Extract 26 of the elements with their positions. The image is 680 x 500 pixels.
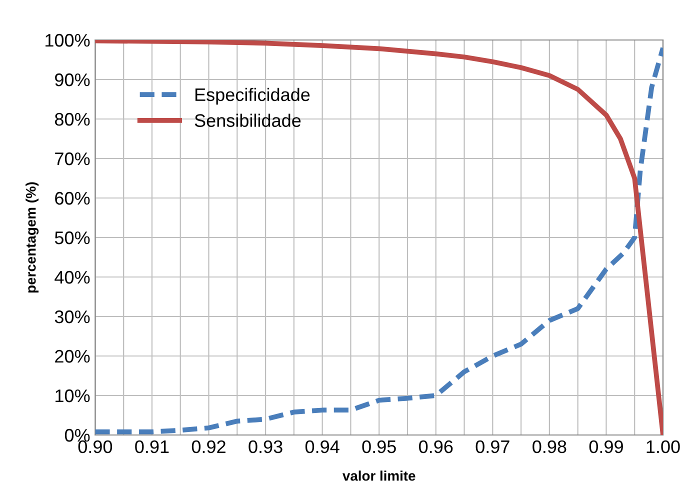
x-tick-label: 0.99 (589, 440, 623, 454)
y-tick-label: 60% (55, 192, 90, 205)
x-tick-label: 0.95 (362, 440, 396, 454)
legend-label: Sensibilidade (194, 114, 301, 127)
x-axis-title: valor limite (342, 470, 416, 481)
x-tick-label: 0.91 (135, 440, 169, 454)
x-tick-label: 1.00 (646, 440, 680, 454)
y-tick-label: 0% (64, 428, 90, 442)
y-tick-label: 90% (55, 73, 90, 86)
x-tick-label: 0.96 (419, 440, 453, 454)
y-tick-label: 100% (46, 34, 90, 47)
y-tick-label: 10% (56, 389, 90, 402)
x-tick-label: 0.98 (532, 440, 566, 454)
y-tick-label: 20% (55, 350, 90, 363)
y-tick-label: 50% (54, 231, 90, 244)
x-tick-label: 0.90 (78, 440, 112, 454)
x-tick-label: 0.92 (192, 440, 226, 454)
y-tick-label: 80% (54, 112, 90, 126)
x-tick-label: 0.94 (305, 440, 340, 454)
y-tick-label: 30% (54, 310, 90, 324)
x-tick-label: 0.97 (476, 440, 510, 454)
y-tick-label: 40% (54, 270, 90, 284)
y-axis-title: percentagem (%) (26, 182, 39, 293)
y-tick-label: 70% (55, 152, 90, 166)
legend-label: Especificidade (195, 88, 310, 105)
x-tick-label: 0.93 (248, 440, 282, 454)
